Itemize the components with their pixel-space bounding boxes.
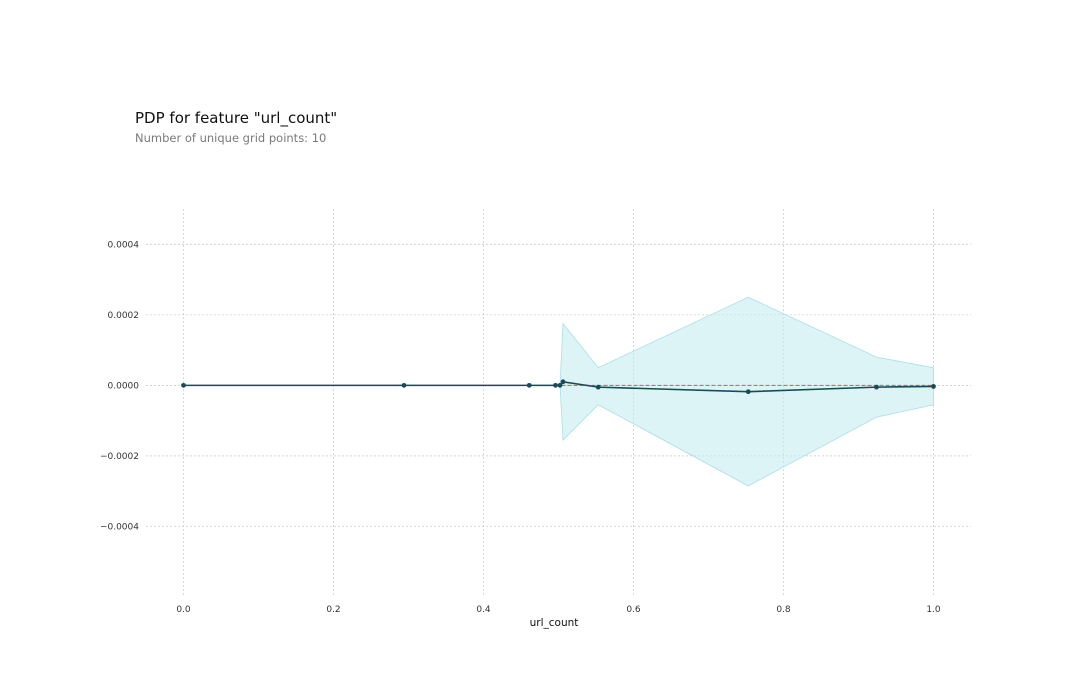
pdp-point [595,384,601,390]
x-tick-label: 0.8 [776,605,791,615]
y-tick-label: −0.0004 [100,522,139,532]
pdp-point [745,389,751,395]
y-tick-labels: 0.0004 0.0002 0.0000 −0.0002 −0.0004 [100,240,139,532]
x-tick-label: 0.4 [476,605,491,615]
pdp-point [526,382,532,388]
x-tick-label: 0.0 [176,605,191,615]
pdp-point [553,382,558,388]
pdp-point [181,382,186,388]
chart-subtitle: Number of unique grid points: 10 [135,131,327,145]
pdp-point [560,379,566,385]
y-tick-label: −0.0002 [100,452,139,462]
y-tick-label: 0.0002 [108,311,140,321]
x-tick-label: 0.2 [326,605,340,615]
x-axis-label: url_count [530,617,579,629]
pdp-point [401,382,407,388]
x-tick-label: 1.0 [926,605,941,615]
chart-title: PDP for feature "url_count" [135,109,338,127]
x-tick-labels: 0.0 0.2 0.4 0.6 0.8 1.0 [176,605,941,615]
pdp-point [874,384,879,390]
y-tick-label: 0.0004 [108,240,140,250]
y-tick-label: 0.0000 [108,381,140,391]
pdp-point [557,382,563,388]
pdp-points-group [181,379,936,395]
pdp-point [931,384,936,389]
x-tick-label: 0.6 [626,605,641,615]
confidence-band-group [183,296,934,487]
confidence-band [183,296,934,487]
